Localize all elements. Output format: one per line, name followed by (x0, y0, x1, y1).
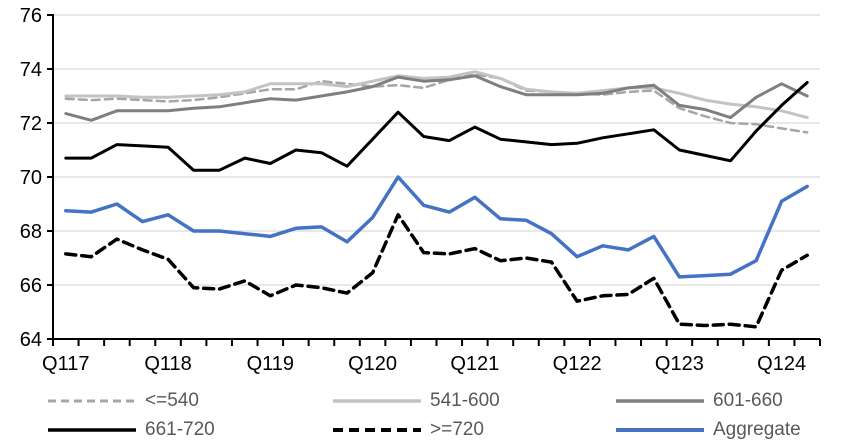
y-axis-tick-label: 76 (20, 5, 42, 27)
y-axis-tick-label: 70 (20, 167, 42, 189)
legend-item-aggregate: Aggregate (616, 415, 801, 444)
legend-label-601-660: 601-660 (713, 389, 783, 411)
y-axis-tick-label: 74 (20, 59, 42, 81)
plot-area: 64 66 68 70 72 74 76 Q117 Q118 Q119 Q120 Q121 Q122 Q1… (20, 5, 821, 375)
series-line-le-540 (64, 73, 809, 134)
x-axis-tick-label: Q118 (144, 353, 191, 375)
legend-line-le-540 (48, 392, 136, 410)
legend-label-ge-720: >=720 (430, 418, 484, 440)
x-axis-tick-label: Q120 (348, 353, 397, 375)
x-axis-tick-label: Q122 (553, 353, 602, 375)
series-line-601-660 (64, 74, 809, 122)
legend-label-661-720: 661-720 (145, 418, 215, 440)
series-line-541-600 (64, 70, 809, 120)
legend-label-aggregate: Aggregate (713, 418, 801, 440)
legend-row-2: 661-720 >=720 Aggregate (0, 415, 852, 444)
legend-row-1: <=540 541-600 601-660 (0, 386, 852, 415)
y-axis-tick-label: 66 (20, 275, 42, 297)
x-axis-tick-label: Q124 (757, 353, 806, 375)
series-line-ge-720 (64, 213, 809, 329)
legend-line-661-720 (48, 421, 136, 439)
legend-item-541-600: 541-600 (333, 386, 500, 415)
legend-line-601-660 (616, 392, 704, 410)
series-line-661-720 (64, 81, 809, 172)
legend-label-541-600: 541-600 (430, 389, 500, 411)
x-axis-tick-label: Q123 (655, 353, 704, 375)
x-axis-tick-label: Q121 (450, 353, 499, 375)
y-axis-tick-label: 64 (20, 329, 42, 351)
legend-item-le-540: <=540 (48, 386, 199, 415)
legend-line-ge-720 (333, 421, 421, 439)
x-axis-tick-label: Q119 (247, 353, 294, 375)
legend-item-601-660: 601-660 (616, 386, 783, 415)
legend-item-661-720: 661-720 (48, 415, 215, 444)
legend-item-ge-720: >=720 (333, 415, 484, 444)
chart-legend: <=540 541-600 601-660 661-720 >=720 (0, 386, 852, 444)
legend-line-aggregate (616, 421, 704, 439)
legend-line-541-600 (333, 392, 421, 410)
legend-label-le-540: <=540 (145, 389, 199, 411)
y-axis-tick-label: 68 (20, 221, 42, 243)
y-axis-tick-label: 72 (20, 113, 42, 135)
series-line-aggregate (64, 175, 809, 279)
x-axis-tick-label: Q117 (42, 353, 89, 375)
